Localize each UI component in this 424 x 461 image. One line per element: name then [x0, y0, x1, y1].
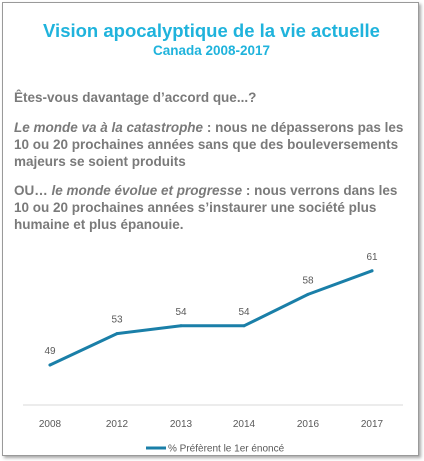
x-tick-label: 2014: [233, 419, 256, 430]
data-label: 58: [302, 275, 314, 286]
data-point: [306, 292, 310, 296]
series-line: [48, 269, 374, 367]
statement-catastrophe-rest: : nous ne dépasserons pas les 10 ou 20 p…: [14, 120, 404, 169]
x-tick-label: 2008: [39, 419, 62, 430]
legend-label: % Préfèrent le 1er énoncé: [168, 444, 285, 455]
data-label: 49: [44, 346, 56, 357]
card: Vision apocalyptique de la vie actuelle …: [2, 2, 419, 456]
data-point: [48, 363, 52, 367]
statement-progress-rest: : nous verrons dans les 10 ou 20 prochai…: [14, 183, 398, 232]
statement-progress-emphasis: le monde évolue et progresse: [51, 183, 243, 198]
data-label: 53: [111, 315, 123, 326]
statement-catastrophe: Le monde va à la catastrophe : nous ne d…: [14, 119, 414, 170]
statement-progress-prefix: OU…: [14, 183, 52, 198]
statement-progress: OU… le monde évolue et progresse : nous …: [14, 182, 414, 233]
x-tick-label: 2017: [361, 419, 384, 430]
data-point: [179, 324, 183, 328]
line-chart: 49 53 54 54 58 61 2008 2012 2013 2014 2016 2017 % Pr…: [23, 252, 403, 455]
chart-title: Vision apocalyptique de la vie actuelle: [43, 20, 380, 41]
data-point: [115, 332, 119, 336]
x-tick-label: 2016: [297, 419, 320, 430]
statement-catastrophe-emphasis: Le monde va à la catastrophe: [14, 120, 204, 135]
question-text: Êtes-vous davantage d’accord que...?: [14, 90, 257, 105]
data-label: 54: [238, 307, 250, 318]
data-label: 61: [366, 252, 378, 263]
x-tick-label: 2012: [106, 419, 129, 430]
data-label: 54: [175, 307, 187, 318]
data-point: [242, 324, 246, 328]
data-point: [370, 269, 374, 273]
chart-subtitle: Canada 2008-2017: [152, 43, 271, 58]
x-tick-label: 2013: [170, 419, 193, 430]
